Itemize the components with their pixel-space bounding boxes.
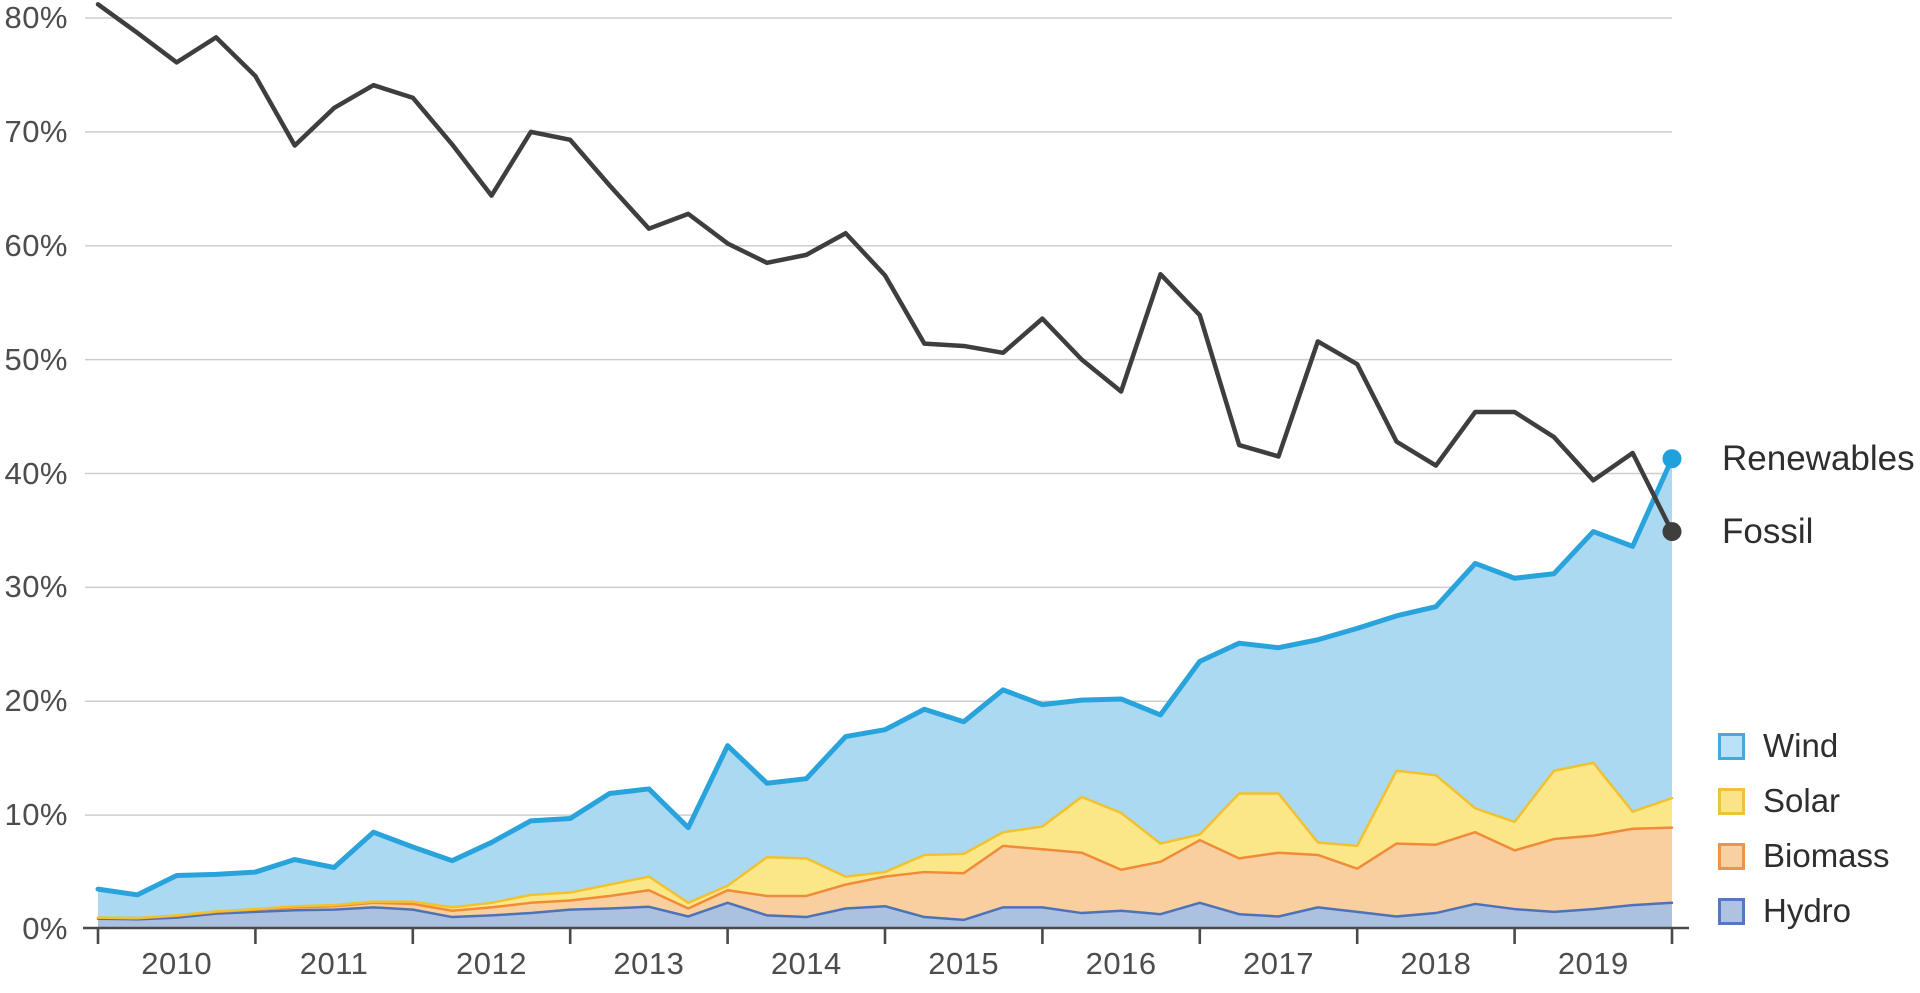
x-axis-label: 2016 xyxy=(1085,946,1157,981)
renewables-line-label: Renewables xyxy=(1722,438,1915,478)
legend-label-wind: Wind xyxy=(1763,727,1839,764)
x-axis-label: 2018 xyxy=(1400,946,1472,981)
wind-swatch-icon xyxy=(1718,732,1745,760)
renewables-total-line xyxy=(95,456,1675,898)
legend-item-hydro: Hydro xyxy=(1718,892,1852,929)
y-axis-label: 50% xyxy=(4,341,68,377)
legend-item-wind: Wind xyxy=(1718,727,1839,764)
y-axis-label: 80% xyxy=(4,0,68,35)
edge-hydro xyxy=(96,901,1674,922)
x-axis-label: 2015 xyxy=(928,946,1000,981)
x-axis-label: 2011 xyxy=(299,946,369,981)
y-axis-label: 10% xyxy=(4,797,68,833)
edge-solar xyxy=(96,761,1674,920)
legend-item-biomass: Biomass xyxy=(1718,837,1890,874)
y-axis-label: 40% xyxy=(4,455,68,491)
y-axis-label: 70% xyxy=(4,113,68,149)
x-axis-label: 2017 xyxy=(1243,946,1314,981)
area-solar xyxy=(98,762,1672,919)
legend-label-biomass: Biomass xyxy=(1763,837,1890,874)
renewables-end-dot xyxy=(1662,449,1682,469)
legend-label-solar: Solar xyxy=(1763,782,1841,819)
fossil-line xyxy=(95,2,1675,534)
y-axis-label: 60% xyxy=(4,227,68,263)
x-axis-label: 2012 xyxy=(456,946,527,981)
fossil-end-dot xyxy=(1662,522,1682,542)
x-axis-label: 2019 xyxy=(1557,946,1629,981)
hydro-swatch-icon xyxy=(1718,897,1745,925)
biomass-swatch-icon xyxy=(1718,842,1745,870)
y-axis-label: 20% xyxy=(4,683,68,719)
y-axis-label: 0% xyxy=(22,911,68,946)
fossil-line-label: Fossil xyxy=(1722,511,1814,551)
legend-label-hydro: Hydro xyxy=(1763,892,1852,929)
x-axis-label: 2013 xyxy=(613,946,685,981)
legend-item-solar: Solar xyxy=(1718,782,1841,819)
y-axis-label: 30% xyxy=(4,569,68,605)
area-hydro xyxy=(98,902,1672,929)
solar-swatch-icon xyxy=(1718,787,1745,815)
x-axis-label: 2010 xyxy=(141,946,213,981)
x-axis-label: 2014 xyxy=(770,946,842,981)
area-biomass xyxy=(98,827,1672,920)
